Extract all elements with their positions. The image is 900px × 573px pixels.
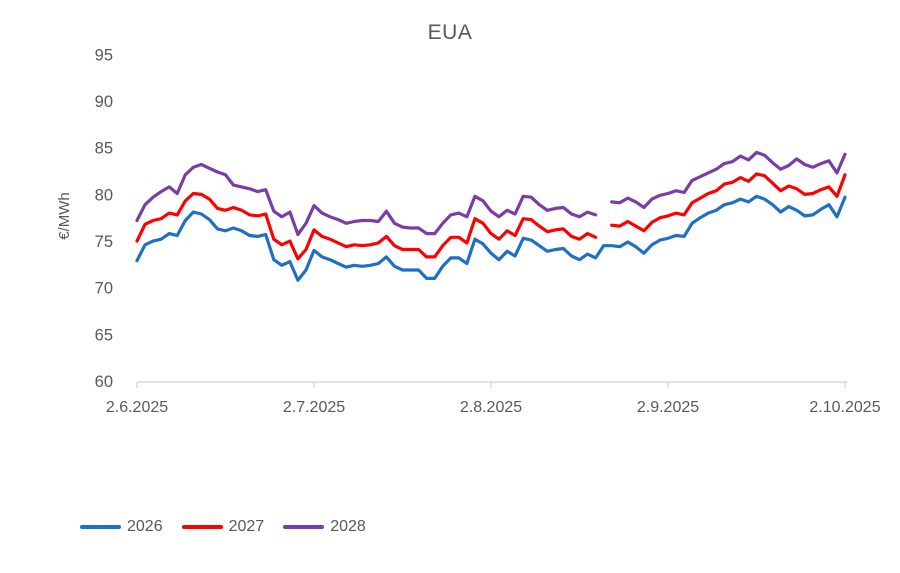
legend-label: 2027 [228, 518, 265, 535]
y-tick-label: 80 [95, 186, 113, 204]
series-line-2027 [135, 191, 598, 261]
y-tick-label: 70 [95, 280, 113, 298]
legend-line-swatch [181, 525, 223, 529]
legend-item-2026: 2026 [80, 518, 163, 536]
chart-title: EUA [427, 21, 473, 44]
legend-line-swatch [283, 525, 325, 529]
series-line-2028 [135, 162, 598, 237]
x-tick-label: 2.6.2025 [106, 399, 168, 416]
y-tick-label: 85 [95, 140, 113, 158]
series-line-2028 [610, 150, 847, 210]
y-tick-label: 65 [95, 326, 113, 344]
x-tick-label: 2.8.2025 [460, 399, 522, 416]
x-tick-label: 2.9.2025 [637, 399, 699, 416]
x-tick-label: 2.7.2025 [283, 399, 345, 416]
y-tick-label: 90 [95, 93, 113, 111]
y-tick-label: 95 [95, 46, 113, 64]
series-line-2027 [610, 172, 847, 233]
legend-label: 2026 [127, 518, 163, 535]
series-line-2026 [135, 194, 847, 282]
legend-item-2027: 2027 [181, 518, 265, 536]
y-tick-label: 75 [95, 233, 113, 251]
legend-item-2028: 2028 [283, 518, 366, 536]
legend-label: 2028 [330, 518, 366, 535]
legend: 2026 2027 2028 [80, 515, 366, 539]
legend-line-swatch [80, 525, 121, 529]
y-tick-label: 60 [95, 373, 113, 391]
x-tick-label: 2.10.2025 [809, 399, 880, 416]
